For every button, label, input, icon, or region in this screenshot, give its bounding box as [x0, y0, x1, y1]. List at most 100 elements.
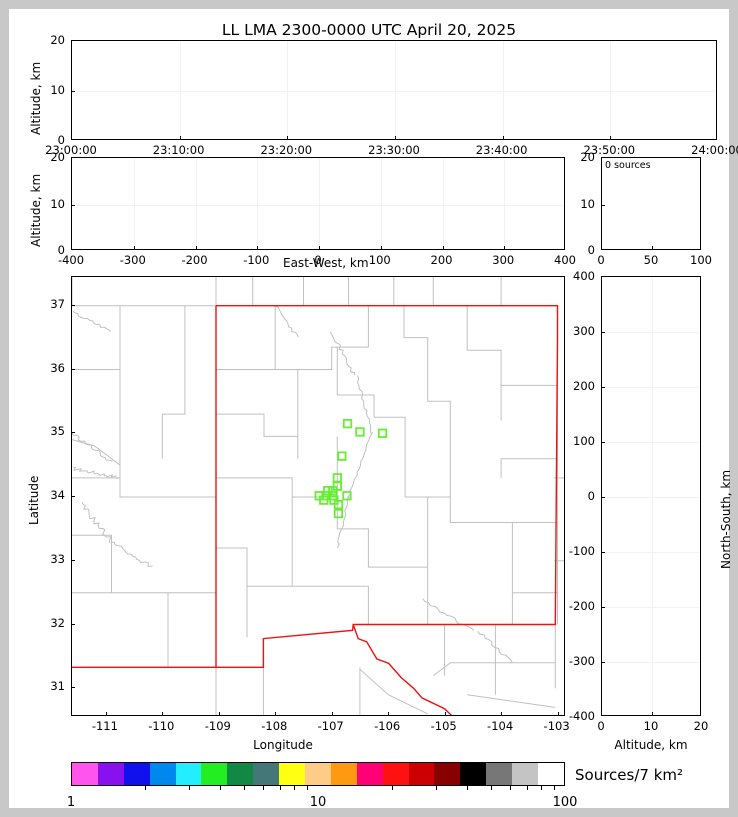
- panel-time-vs-altitude[interactable]: [71, 40, 717, 140]
- colorbar-minor-tick: [526, 786, 528, 790]
- ytick-label: 300: [573, 324, 595, 338]
- axis-tick: [444, 712, 446, 716]
- colorbar-swatch: [279, 763, 306, 785]
- xtick-label: -110: [148, 719, 175, 733]
- map-xlabel: Longitude: [253, 738, 313, 752]
- gridline: [257, 158, 259, 249]
- xtick-label: 100: [690, 253, 712, 267]
- xtick-label: -400: [57, 253, 85, 267]
- colorbar-minor-tick: [243, 786, 245, 790]
- xtick-label: -200: [181, 253, 208, 267]
- colorbar-minor-tick: [188, 786, 190, 790]
- lightning-source-marker: [333, 499, 344, 510]
- county-border: [336, 347, 375, 418]
- ytick-label: -300: [568, 654, 595, 668]
- panel-east-west-vs-altitude[interactable]: [71, 157, 565, 250]
- xtick-label: -104: [487, 719, 514, 733]
- colorbar-minor-tick: [263, 786, 265, 790]
- xtick-label: 24:00:00: [691, 143, 738, 157]
- colorbar-swatch: [149, 763, 176, 785]
- ytick-label: 34: [50, 488, 65, 503]
- axis-tick: [502, 136, 504, 140]
- ytick-label: 0: [57, 133, 65, 147]
- figure-canvas: LL LMA 2300-0000 UTC April 20, 2025 0 10…: [9, 9, 738, 810]
- xtick-label: 0: [597, 253, 605, 267]
- panel-plan-view-map[interactable]: [71, 276, 565, 716]
- county-border: [337, 528, 428, 568]
- axis-tick: [71, 687, 75, 689]
- lightning-source-marker: [333, 508, 344, 519]
- gridline: [72, 204, 564, 206]
- terrain-line: [274, 305, 299, 338]
- xtick-label: 0: [597, 719, 605, 733]
- county-border: [274, 305, 369, 370]
- xtick-label: 23:00:00: [45, 143, 97, 157]
- colorbar-group: [71, 762, 565, 792]
- colorbar-swatch: [72, 763, 98, 785]
- axis-tick: [275, 712, 277, 716]
- terrain-line: [477, 631, 513, 664]
- colorbar-swatch: [408, 763, 435, 785]
- ytick-label: 36: [50, 360, 65, 375]
- county-border: [359, 668, 428, 715]
- colorbar-swatch: [253, 763, 280, 785]
- panel-altitude-vs-north-south[interactable]: [601, 276, 701, 716]
- county-border: [72, 439, 121, 466]
- axis-tick: [257, 246, 259, 250]
- xtick-label: 20: [693, 719, 709, 733]
- gridline: [610, 41, 612, 139]
- ytick-label: 0: [587, 489, 595, 503]
- county-border: [466, 305, 502, 386]
- xtick-label: 100: [368, 253, 391, 267]
- panel1-ylabel: Altitude, km: [29, 61, 43, 135]
- colorbar-swatch: [460, 763, 487, 785]
- gridline: [602, 332, 700, 333]
- axis-tick: [71, 204, 75, 206]
- county-border: [404, 436, 451, 498]
- xtick-label: 23:30:00: [368, 143, 420, 157]
- county-border: [161, 305, 186, 459]
- axis-tick: [195, 246, 197, 250]
- colorbar-swatch: [201, 763, 228, 785]
- xtick-label: -111: [91, 719, 118, 733]
- gridline: [319, 158, 320, 249]
- colorbar-swatch: [97, 763, 124, 785]
- gridline: [602, 607, 700, 608]
- axis-tick: [71, 559, 75, 561]
- ytick-label: 0: [587, 243, 595, 257]
- gridline: [395, 41, 396, 139]
- xtick-label: 300: [492, 253, 515, 267]
- map-geography: [72, 277, 564, 715]
- ytick-label: -100: [568, 544, 595, 558]
- state-border: [215, 305, 559, 668]
- terrain-line: [73, 466, 121, 479]
- axis-tick: [652, 712, 653, 716]
- xtick-label: 23:10:00: [152, 143, 205, 157]
- axis-tick: [610, 136, 612, 140]
- axis-tick: [71, 305, 75, 306]
- ytick-label: 0: [57, 243, 65, 257]
- axis-tick: [105, 712, 107, 716]
- state-border: [352, 624, 453, 715]
- axis-tick: [601, 497, 605, 498]
- lightning-source-marker: [337, 451, 347, 461]
- colorbar[interactable]: [71, 762, 565, 786]
- colorbar-minor-tick: [510, 786, 512, 790]
- panel-altitude-histogram[interactable]: 0 sources: [601, 157, 701, 250]
- axis-tick: [71, 623, 75, 625]
- axis-tick: [601, 332, 605, 333]
- county-border: [432, 662, 556, 676]
- axis-tick: [380, 246, 382, 250]
- ytick-label: 20: [580, 150, 595, 164]
- axis-tick: [501, 712, 503, 716]
- axis-tick: [388, 712, 390, 716]
- xtick-label: -300: [119, 253, 146, 267]
- colorbar-swatch: [305, 763, 331, 785]
- colorbar-swatch: [486, 763, 513, 785]
- axis-tick: [601, 552, 605, 553]
- ytick-label: -400: [568, 709, 595, 723]
- xtick-label: 200: [430, 253, 453, 267]
- axis-tick: [601, 662, 605, 663]
- xtick-label: -108: [261, 719, 288, 733]
- county-border: [427, 369, 451, 421]
